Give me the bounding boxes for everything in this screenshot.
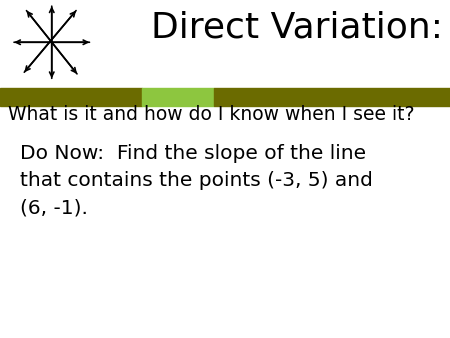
- Text: Do Now:  Find the slope of the line
that contains the points (-3, 5) and
(6, -1): Do Now: Find the slope of the line that …: [20, 144, 373, 217]
- Bar: [214, 88, 450, 106]
- Bar: [0, 88, 142, 106]
- Text: Direct Variation:: Direct Variation:: [151, 10, 443, 44]
- Text: What is it and how do I know when I see it?: What is it and how do I know when I see …: [8, 105, 414, 124]
- Bar: [142, 88, 214, 106]
